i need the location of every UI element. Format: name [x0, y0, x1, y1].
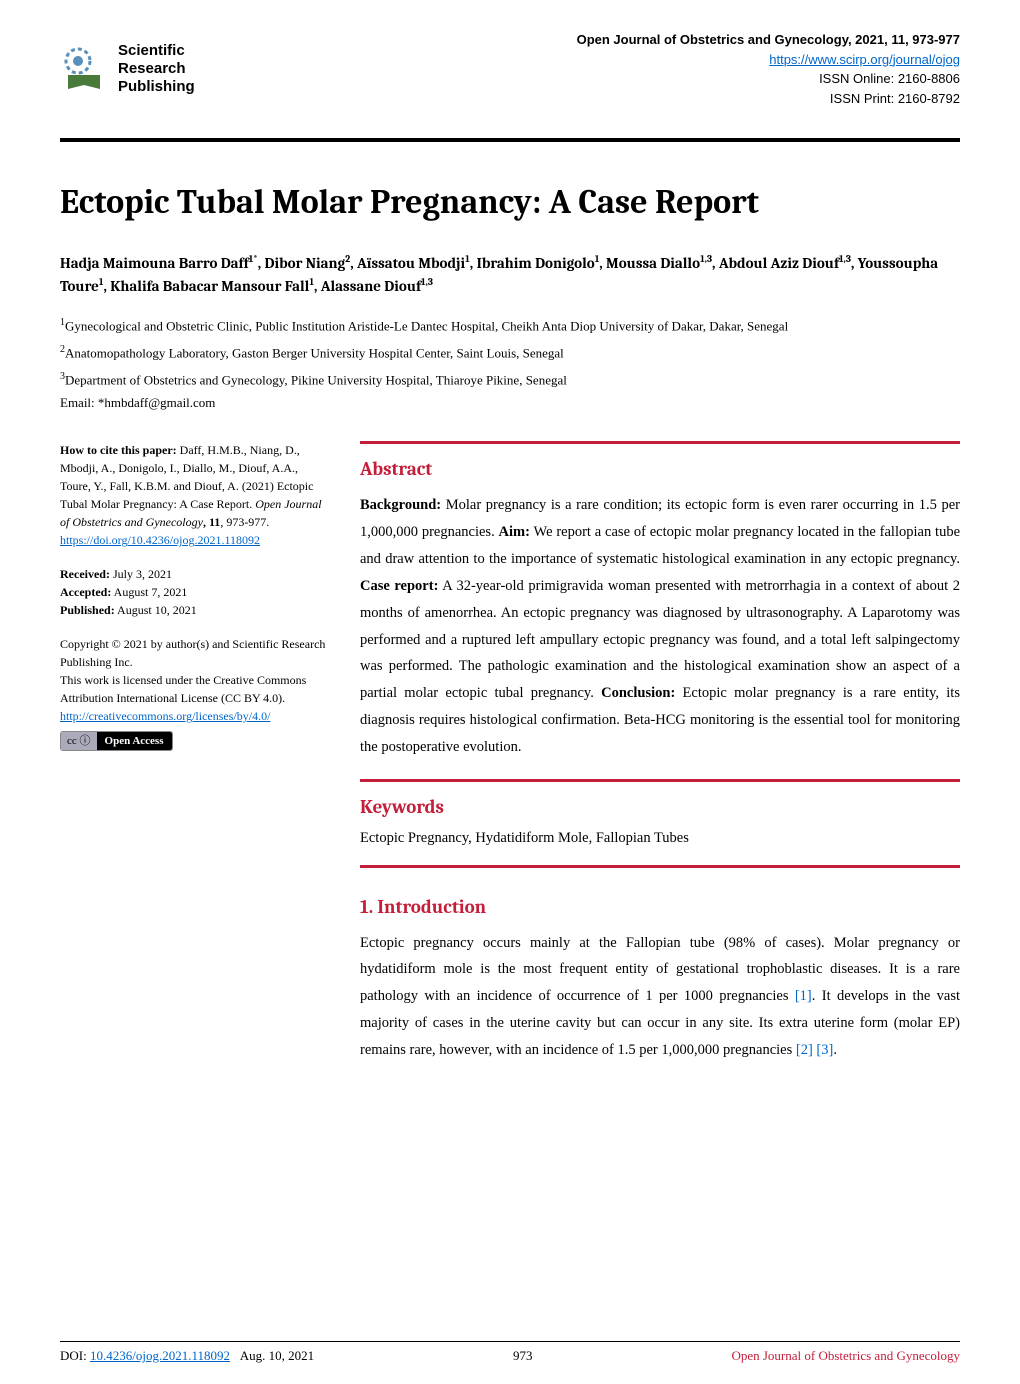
srp-logo-icon	[60, 45, 108, 93]
corresponding-email: Email: *hmbdaff@gmail.com	[60, 395, 960, 411]
publisher-name: Scientific Research Publishing	[118, 42, 195, 96]
ref-2[interactable]: [2]	[796, 1042, 813, 1058]
copyright-text: Copyright © 2021 by author(s) and Scient…	[60, 635, 330, 671]
doi-link[interactable]: https://doi.org/10.4236/ojog.2021.118092	[60, 533, 260, 547]
journal-title: Open Journal of Obstetrics and Gynecolog…	[577, 30, 960, 50]
journal-url-link[interactable]: https://www.scirp.org/journal/ojog	[769, 52, 960, 67]
intro-body: Ectopic pregnancy occurs mainly at the F…	[360, 930, 960, 1064]
article-body-column: Abstract Background: Molar pregnancy is …	[360, 441, 960, 1063]
intro-heading: 1. Introduction	[360, 896, 960, 918]
open-access-label: Open Access	[97, 731, 172, 751]
dates-block: Received: July 3, 2021 Accepted: August …	[60, 565, 330, 619]
keywords-heading: Keywords	[360, 796, 960, 818]
ref-3[interactable]: [3]	[816, 1042, 833, 1058]
affiliation-3: 3Department of Obstetrics and Gynecology…	[60, 369, 960, 390]
aim-label: Aim:	[499, 524, 530, 540]
published-value: August 10, 2021	[115, 603, 197, 617]
issn-print: ISSN Print: 2160-8792	[577, 89, 960, 109]
cite-vol: , 11	[203, 515, 220, 529]
ref-1[interactable]: [1]	[795, 988, 812, 1004]
intro-text-3: .	[833, 1042, 837, 1058]
footer-date: Aug. 10, 2021	[240, 1348, 314, 1363]
publisher-line1: Scientific	[118, 42, 195, 60]
affiliation-1: 1Gynecological and Obstetric Clinic, Pub…	[60, 315, 960, 336]
abstract-body: Background: Molar pregnancy is a rare co…	[360, 492, 960, 760]
case-label: Case report:	[360, 578, 438, 594]
article-title: Ectopic Tubal Molar Pregnancy: A Case Re…	[60, 182, 960, 222]
publisher-line3: Publishing	[118, 78, 195, 96]
footer-doi-label: DOI:	[60, 1348, 90, 1363]
abstract-heading: Abstract	[360, 458, 960, 480]
publisher-line2: Research	[118, 60, 195, 78]
sidebar-column: How to cite this paper: Daff, H.M.B., Ni…	[60, 441, 330, 1063]
cite-pages: , 973-977.	[220, 515, 269, 529]
footer-row: DOI: 10.4236/ojog.2021.118092 Aug. 10, 2…	[60, 1348, 960, 1364]
cc-badge-row: cc ⓘ Open Access	[60, 731, 330, 751]
accepted-value: August 7, 2021	[111, 585, 187, 599]
cc-icons: cc ⓘ	[61, 731, 97, 751]
publisher-logo: Scientific Research Publishing	[60, 30, 195, 108]
journal-info-block: Open Journal of Obstetrics and Gynecolog…	[577, 30, 960, 108]
authors-list: Hadja Maimouna Barro Daff1*, Dibor Niang…	[60, 252, 960, 297]
case-text: A 32-year-old primigravida woman present…	[360, 578, 960, 701]
footer-journal-name: Open Journal of Obstetrics and Gynecolog…	[731, 1348, 960, 1364]
header-divider	[60, 138, 960, 142]
received-label: Received:	[60, 567, 110, 581]
footer-doi-link[interactable]: 10.4236/ojog.2021.118092	[90, 1348, 230, 1363]
received-value: July 3, 2021	[110, 567, 172, 581]
page-header: Scientific Research Publishing Open Jour…	[0, 0, 1020, 128]
affiliation-2: 2Anatomopathology Laboratory, Gaston Ber…	[60, 342, 960, 363]
accepted-label: Accepted:	[60, 585, 111, 599]
keywords-text: Ectopic Pregnancy, Hydatidiform Mole, Fa…	[360, 830, 960, 847]
footer-divider	[60, 1341, 960, 1342]
conclusion-label: Conclusion:	[601, 685, 675, 701]
citation-block: How to cite this paper: Daff, H.M.B., Ni…	[60, 441, 330, 549]
issn-online: ISSN Online: 2160-8806	[577, 69, 960, 89]
footer-left: DOI: 10.4236/ojog.2021.118092 Aug. 10, 2…	[60, 1348, 314, 1364]
footer-page-num: 973	[513, 1348, 533, 1364]
section-bar-1	[360, 441, 960, 444]
section-bar-2	[360, 779, 960, 782]
copyright-block: Copyright © 2021 by author(s) and Scient…	[60, 635, 330, 751]
page-footer: DOI: 10.4236/ojog.2021.118092 Aug. 10, 2…	[60, 1341, 960, 1364]
background-label: Background:	[360, 497, 441, 513]
main-content: How to cite this paper: Daff, H.M.B., Ni…	[60, 441, 960, 1063]
license-text: This work is licensed under the Creative…	[60, 671, 330, 707]
section-bar-3	[360, 865, 960, 868]
open-access-badge: cc ⓘ Open Access	[60, 731, 173, 751]
license-link[interactable]: http://creativecommons.org/licenses/by/4…	[60, 709, 270, 723]
published-label: Published:	[60, 603, 115, 617]
cite-label: How to cite this paper:	[60, 443, 177, 457]
